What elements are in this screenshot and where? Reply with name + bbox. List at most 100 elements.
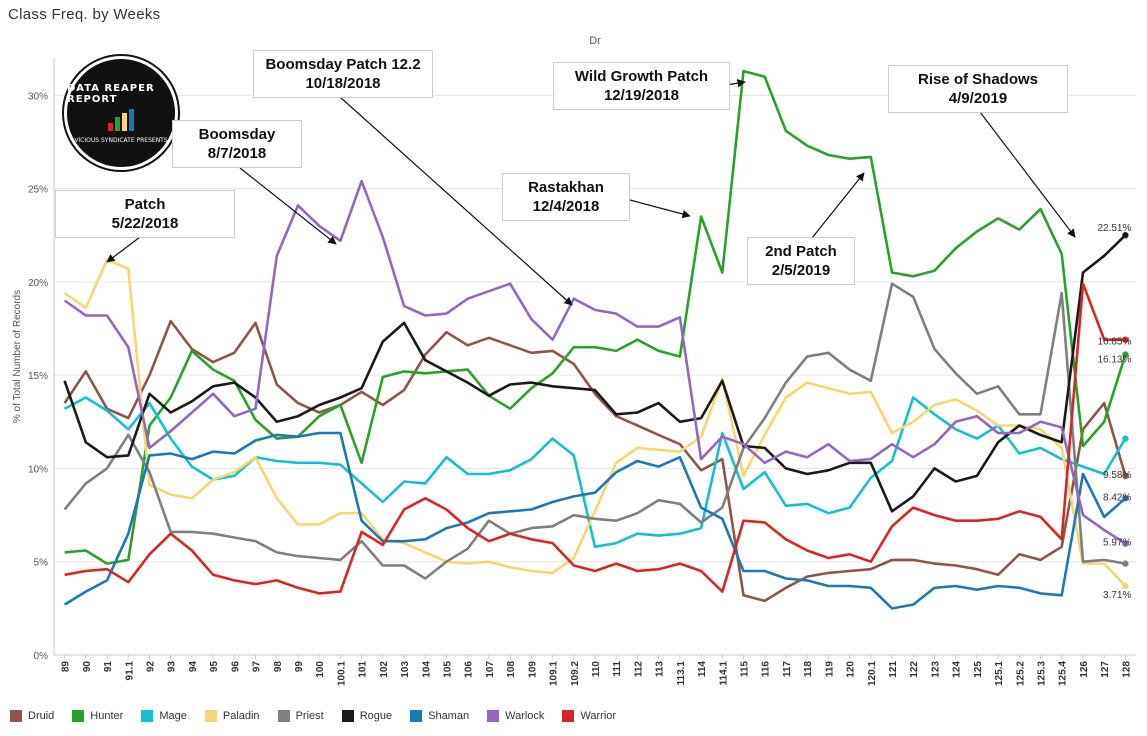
x-tick-label: 97 <box>252 661 263 673</box>
x-tick-label: 100 <box>315 661 326 678</box>
legend-label: Hunter <box>90 710 124 722</box>
x-tick-label: 95 <box>209 661 220 673</box>
x-tick-label: 106 <box>464 661 475 678</box>
series-endpoint-warrior <box>1122 336 1129 343</box>
annotation-date: 4/9/2019 <box>948 90 1008 107</box>
annotation-title: Boomsday Patch 12.2 <box>265 56 421 73</box>
x-tick-label: 109.1 <box>549 661 560 686</box>
x-tick-label: 125.3 <box>1037 661 1048 686</box>
legend-label: Warlock <box>505 710 545 722</box>
x-tick-label: 112 <box>633 661 644 678</box>
y-tick-label: 10% <box>28 464 48 475</box>
annotation-date: 2/5/2019 <box>771 262 831 279</box>
x-tick-label: 96 <box>230 661 241 673</box>
x-tick-label: 109.2 <box>570 661 581 686</box>
x-tick-label: 109 <box>527 661 538 678</box>
annotation-date: 12/4/2018 <box>532 198 600 215</box>
bar-chart-icon <box>108 108 134 131</box>
end-label-mage: 16.85% <box>1097 337 1131 348</box>
x-tick-label: 126 <box>1079 661 1090 678</box>
legend-item-warlock: Warlock <box>487 710 544 722</box>
y-tick-label: 15% <box>28 371 48 382</box>
annotation-title: Boomsday <box>198 126 276 143</box>
x-tick-label: 90 <box>82 661 93 673</box>
series-endpoint-shaman <box>1122 495 1129 502</box>
annotation-arrow <box>979 111 1076 238</box>
x-tick-label: 91.1 <box>124 661 135 681</box>
annotation-rastakhan: Rastakhan 12/4/2018 <box>502 173 630 221</box>
x-tick-label: 94 <box>188 661 199 673</box>
legend-label: Druid <box>28 710 55 722</box>
y-tick-label: 0% <box>34 651 49 662</box>
legend-swatch <box>277 710 290 722</box>
series-endpoint-druid <box>1122 472 1129 480</box>
x-tick-label: 128 <box>1121 661 1132 678</box>
annotation-title: Rastakhan <box>528 179 604 196</box>
x-tick-label: 125.1 <box>994 661 1005 686</box>
data-reaper-logo: DATA REAPER REPORT VICIOUS SYNDICATE PRE… <box>64 56 178 170</box>
series-line-paladin <box>63 258 1127 587</box>
series-endpoint-priest <box>1122 560 1129 567</box>
legend-item-paladin: Paladin <box>204 710 260 722</box>
end-label-shaman: 8.42% <box>1103 492 1131 503</box>
legend-item-rogue: Rogue <box>341 710 393 722</box>
y-tick-label: 25% <box>28 185 48 196</box>
series-endpoint-hunter <box>1122 351 1129 358</box>
annotation-date: 5/22/2018 <box>111 215 179 232</box>
legend-label: Paladin <box>222 710 260 722</box>
legend-swatch <box>10 710 22 722</box>
x-tick-label: 122 <box>909 661 920 678</box>
logo-subtitle: VICIOUS SYNDICATE PRESENTS <box>74 136 168 144</box>
legend-label: Rogue <box>359 710 393 722</box>
annotation-title: Wild Growth Patch <box>574 68 709 85</box>
x-tick-label: 125.4 <box>1058 661 1069 686</box>
series-line-warrior <box>64 282 1126 595</box>
x-tick-label: 105 <box>442 661 453 678</box>
x-tick-label: 117 <box>782 661 793 678</box>
end-label-rogue: 22.51% <box>1097 223 1131 234</box>
x-tick-label: 98 <box>273 661 284 673</box>
annotation-arrow <box>811 172 865 239</box>
x-tick-label: 123 <box>930 661 941 678</box>
x-tick-label: 121 <box>888 661 899 678</box>
annotation-rise-of-shadows: Rise of Shadows 4/9/2019 <box>888 65 1068 113</box>
annotation-title: Patch <box>124 196 166 213</box>
annotation-arrow <box>106 236 141 263</box>
annotation-title: Rise of Shadows <box>917 71 1039 88</box>
y-axis-label: % of Total Number of Records <box>12 290 23 423</box>
x-tick-label: 114 <box>697 661 708 678</box>
x-tick-label: 104 <box>421 661 432 678</box>
y-tick-label: 30% <box>28 91 48 102</box>
series-line-mage <box>63 396 1127 549</box>
x-tick-label: 100.1 <box>336 661 347 686</box>
x-tick-label: 108 <box>506 661 517 678</box>
x-tick-label: 118 <box>803 661 814 678</box>
x-tick-label: 102 <box>379 661 390 678</box>
legend-item-priest: Priest <box>277 710 324 722</box>
legend-label: Shaman <box>428 710 470 722</box>
legend-swatch <box>410 710 423 722</box>
x-tick-label: 116 <box>761 661 772 678</box>
end-label-hunter: 16.13% <box>1097 355 1131 366</box>
series-endpoint-paladin <box>1122 582 1129 590</box>
x-tick-label: 92 <box>145 661 156 673</box>
end-label-druid: 9.58% <box>1103 470 1131 481</box>
x-tick-label: 101 <box>358 661 369 678</box>
x-tick-label: 107 <box>485 661 496 678</box>
annotation-wild-growth: Wild Growth Patch 12/19/2018 <box>553 62 730 110</box>
x-tick-label: 115 <box>740 661 751 678</box>
x-tick-label: 114.1 <box>718 661 729 686</box>
x-tick-label: 120 <box>846 661 857 678</box>
x-tick-label: 93 <box>167 661 178 673</box>
series-line-druid <box>63 319 1127 603</box>
end-label-paladin: 3.71% <box>1103 590 1131 601</box>
x-tick-label: 127 <box>1100 661 1111 678</box>
x-tick-label: 103 <box>400 661 411 678</box>
x-tick-label: 99 <box>294 661 305 673</box>
annotation-date: 10/18/2018 <box>305 75 381 92</box>
y-tick-label: 5% <box>34 558 49 569</box>
x-tick-label: 110 <box>591 661 602 678</box>
legend-label: Mage <box>159 710 187 722</box>
x-tick-label: 111 <box>612 661 623 677</box>
annotation-patch: Patch 5/22/2018 <box>55 190 235 238</box>
